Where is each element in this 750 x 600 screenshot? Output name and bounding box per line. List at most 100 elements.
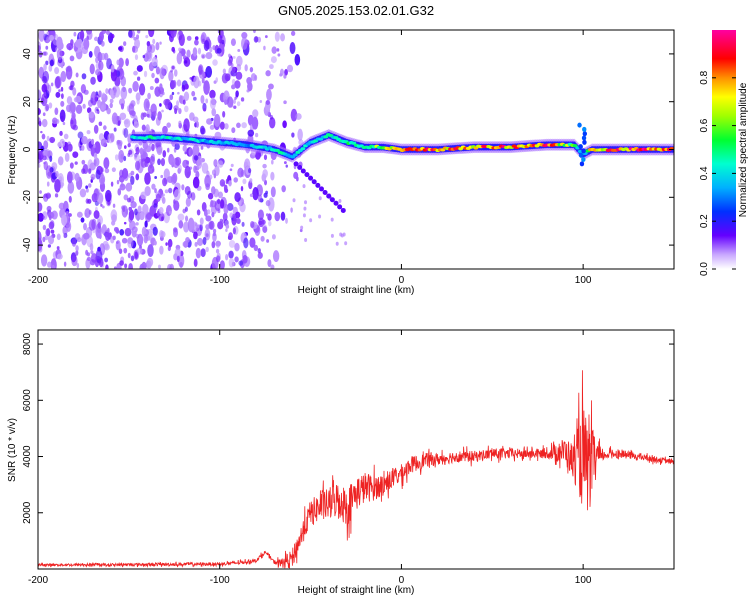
noise-point	[144, 172, 151, 185]
noise-point	[232, 55, 236, 59]
noise-point	[111, 167, 116, 173]
noise-point	[90, 76, 96, 85]
noise-point	[284, 68, 288, 76]
noise-point	[167, 239, 173, 248]
noise-point	[326, 193, 332, 199]
noise-point	[203, 80, 210, 95]
noise-point	[118, 68, 125, 80]
noise-point	[128, 87, 133, 94]
noise-point	[168, 30, 174, 35]
noise-point	[147, 164, 155, 174]
noise-point	[184, 83, 189, 90]
noise-point	[91, 176, 94, 181]
noise-point	[322, 190, 328, 196]
noise-point	[183, 240, 189, 248]
noise-point	[50, 229, 55, 234]
noise-point	[127, 237, 134, 249]
noise-point	[286, 64, 294, 73]
noise-point	[109, 102, 113, 109]
noise-point	[69, 162, 74, 169]
noise-point	[152, 38, 156, 45]
noise-point	[61, 214, 68, 226]
y-tick-label: 40	[22, 48, 33, 60]
noise-point	[192, 47, 198, 57]
noise-point	[241, 122, 247, 129]
noise-point	[339, 232, 343, 237]
noise-point	[216, 47, 222, 54]
noise-point	[49, 59, 54, 67]
noise-point	[100, 138, 107, 147]
noise-point	[209, 97, 216, 110]
noise-point	[253, 30, 256, 34]
noise-point	[97, 222, 101, 229]
noise-point	[178, 220, 184, 229]
noise-point	[217, 160, 224, 168]
noise-point	[241, 32, 248, 39]
noise-point	[86, 129, 91, 135]
noise-point	[318, 196, 322, 201]
noise-point	[119, 260, 124, 266]
noise-point	[125, 182, 133, 192]
noise-point	[221, 39, 225, 45]
y-tick-label: -20	[22, 190, 33, 205]
noise-point	[234, 192, 241, 203]
noise-point	[71, 255, 78, 267]
noise-point	[228, 239, 236, 248]
noise-point	[318, 186, 324, 192]
noise-point	[304, 237, 308, 242]
noise-point	[263, 45, 266, 51]
noise-point	[76, 262, 80, 269]
noise-point	[282, 120, 287, 129]
noise-point	[333, 200, 339, 206]
noise-point	[174, 143, 180, 150]
noise-point	[70, 119, 74, 125]
noise-point	[123, 41, 127, 47]
noise-point	[140, 112, 145, 120]
noise-point	[226, 203, 234, 211]
noise-point	[194, 241, 198, 247]
noise-point	[192, 176, 200, 189]
noise-point	[280, 33, 285, 42]
noise-point	[290, 207, 293, 213]
noise-point	[195, 121, 200, 128]
noise-point	[159, 103, 162, 107]
noise-point	[173, 228, 179, 238]
noise-point	[46, 135, 50, 142]
noise-point	[236, 63, 242, 72]
noise-point	[159, 230, 164, 239]
noise-point	[103, 157, 110, 169]
ridge-core	[300, 147, 306, 151]
noise-point	[277, 53, 281, 57]
x-tick-label: -100	[210, 275, 230, 286]
noise-point	[186, 35, 192, 41]
noise-point	[173, 200, 180, 211]
noise-point	[102, 205, 105, 209]
noise-point	[238, 260, 244, 266]
noise-point	[74, 172, 80, 182]
noise-point	[54, 178, 61, 193]
noise-point	[54, 193, 59, 198]
noise-point	[95, 69, 101, 76]
noise-point	[274, 31, 280, 42]
noise-point	[294, 53, 301, 66]
noise-point	[134, 208, 138, 216]
noise-point	[40, 130, 43, 134]
noise-point	[93, 152, 98, 160]
noise-point	[109, 98, 114, 104]
noise-point	[143, 70, 148, 78]
noise-point	[85, 188, 89, 193]
noise-point	[121, 168, 129, 179]
noise-point	[91, 138, 95, 145]
noise-point	[120, 153, 124, 160]
noise-point	[117, 188, 122, 196]
spectrogram-x-axis-label: Height of straight line (km)	[298, 285, 415, 296]
noise-point	[58, 89, 61, 93]
noise-point	[241, 221, 245, 227]
y-tick-label: 20	[22, 96, 33, 108]
noise-point	[88, 168, 92, 174]
noise-point	[293, 161, 299, 167]
noise-point	[267, 259, 272, 268]
noise-point	[230, 38, 236, 47]
noise-point	[81, 168, 86, 174]
noise-point	[145, 35, 149, 39]
